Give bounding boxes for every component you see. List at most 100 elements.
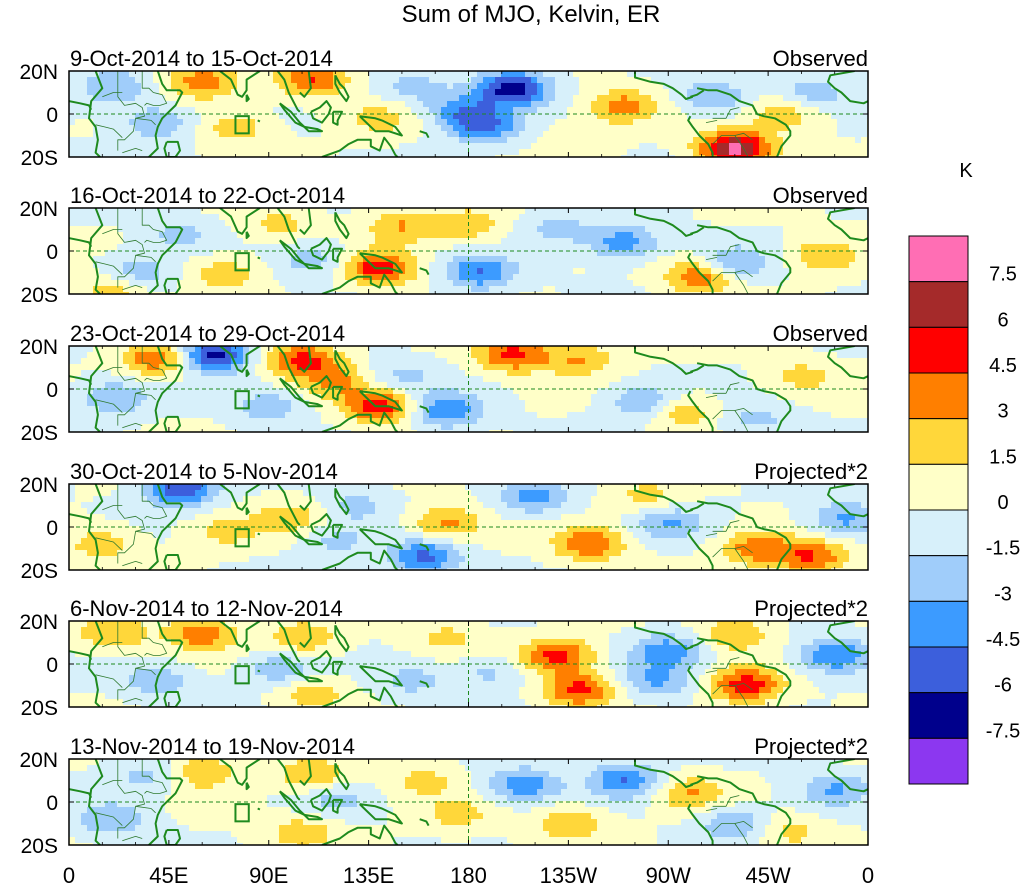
heat-cell bbox=[405, 89, 412, 96]
heat-cell bbox=[495, 238, 502, 245]
heat-cell bbox=[69, 280, 76, 287]
heat-cell bbox=[741, 262, 748, 269]
heat-cell bbox=[831, 232, 838, 239]
heat-cell bbox=[681, 119, 688, 126]
heat-cell bbox=[369, 77, 376, 84]
heat-cell bbox=[339, 364, 346, 371]
heat-cell bbox=[495, 286, 502, 293]
heat-cell bbox=[633, 250, 640, 257]
heat-cell bbox=[789, 107, 796, 114]
heat-cell bbox=[567, 370, 574, 377]
heat-cell bbox=[297, 214, 304, 221]
heat-cell bbox=[291, 89, 298, 96]
heat-cell bbox=[495, 95, 502, 102]
heat-cell bbox=[651, 89, 658, 96]
heat-cell bbox=[441, 292, 448, 294]
heat-cell bbox=[765, 364, 772, 371]
heat-cell bbox=[207, 280, 214, 287]
heat-cell bbox=[633, 113, 640, 120]
heat-cell bbox=[285, 232, 292, 239]
heat-cell bbox=[171, 262, 178, 269]
heat-cell bbox=[531, 77, 538, 84]
heat-cell bbox=[579, 256, 586, 263]
panel-label: Observed bbox=[773, 46, 868, 71]
heat-cell bbox=[657, 113, 664, 120]
heat-cell bbox=[501, 376, 508, 383]
heat-cell bbox=[129, 143, 136, 150]
heat-cell bbox=[195, 83, 202, 90]
heat-cell bbox=[411, 352, 418, 359]
heat-cell bbox=[561, 226, 568, 233]
heat-cell bbox=[615, 370, 622, 377]
heat-cell bbox=[189, 364, 196, 371]
heat-cell bbox=[549, 77, 556, 84]
heat-cell bbox=[225, 83, 232, 90]
heat-cell bbox=[153, 352, 160, 359]
heat-cell bbox=[507, 89, 514, 96]
heat-cell bbox=[543, 83, 550, 90]
heat-cell bbox=[621, 268, 628, 275]
heat-cell bbox=[597, 268, 604, 275]
heat-cell bbox=[849, 244, 856, 251]
heat-cell bbox=[255, 262, 262, 269]
heat-cell bbox=[801, 244, 808, 251]
heat-cell bbox=[693, 292, 700, 294]
heat-cell bbox=[345, 226, 352, 233]
heat-cell bbox=[573, 155, 580, 157]
heat-cell bbox=[699, 220, 706, 227]
heat-cell bbox=[147, 274, 154, 281]
heat-cell bbox=[87, 358, 94, 365]
heat-cell bbox=[219, 131, 226, 138]
heat-cell bbox=[333, 155, 340, 157]
heat-cell bbox=[411, 220, 418, 227]
heat-cell bbox=[111, 250, 118, 257]
heat-cell bbox=[639, 250, 646, 257]
heat-cell bbox=[495, 274, 502, 281]
heat-cell bbox=[711, 250, 718, 257]
heat-cell bbox=[153, 376, 160, 383]
heat-cell bbox=[189, 95, 196, 102]
heat-cell bbox=[363, 232, 370, 239]
heat-cell bbox=[597, 137, 604, 144]
heat-cell bbox=[801, 280, 808, 287]
heat-cell bbox=[705, 244, 712, 251]
heat-cell bbox=[741, 77, 748, 84]
heat-cell bbox=[129, 89, 136, 96]
heat-cell bbox=[741, 113, 748, 120]
heat-cell bbox=[543, 155, 550, 157]
heat-cell bbox=[735, 77, 742, 84]
heat-cell bbox=[543, 364, 550, 371]
heat-cell bbox=[717, 131, 724, 138]
heat-cell bbox=[75, 208, 82, 215]
heat-cell bbox=[123, 238, 130, 245]
heat-cell bbox=[555, 364, 562, 371]
heat-cell bbox=[753, 346, 760, 353]
heat-cell bbox=[429, 71, 436, 78]
heat-cell bbox=[189, 376, 196, 383]
heat-cell bbox=[519, 226, 526, 233]
heat-cell bbox=[555, 274, 562, 281]
heat-cell bbox=[729, 113, 736, 120]
heat-cell bbox=[441, 262, 448, 269]
country-border bbox=[734, 132, 753, 141]
heat-cell bbox=[501, 89, 508, 96]
heat-cell bbox=[573, 238, 580, 245]
heat-cell bbox=[411, 155, 418, 157]
heat-cell bbox=[183, 268, 190, 275]
heat-cell bbox=[525, 268, 532, 275]
heat-cell bbox=[783, 364, 790, 371]
heat-cell bbox=[459, 226, 466, 233]
heat-cell bbox=[285, 155, 292, 157]
heat-cell bbox=[537, 220, 544, 227]
heat-cell bbox=[579, 280, 586, 287]
heat-cell bbox=[669, 364, 676, 371]
heat-cell bbox=[201, 256, 208, 263]
heat-cell bbox=[489, 113, 496, 120]
heat-cell bbox=[651, 262, 658, 269]
heat-cell bbox=[231, 155, 238, 157]
heat-cell bbox=[297, 137, 304, 144]
heat-cell bbox=[177, 107, 184, 114]
heat-cell bbox=[327, 125, 334, 132]
heat-cell bbox=[303, 226, 310, 233]
heat-cell bbox=[591, 232, 598, 239]
